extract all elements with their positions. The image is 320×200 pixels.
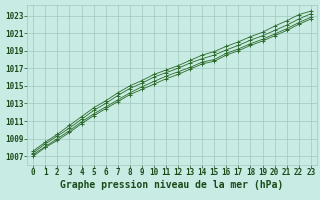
X-axis label: Graphe pression niveau de la mer (hPa): Graphe pression niveau de la mer (hPa)	[60, 180, 284, 190]
